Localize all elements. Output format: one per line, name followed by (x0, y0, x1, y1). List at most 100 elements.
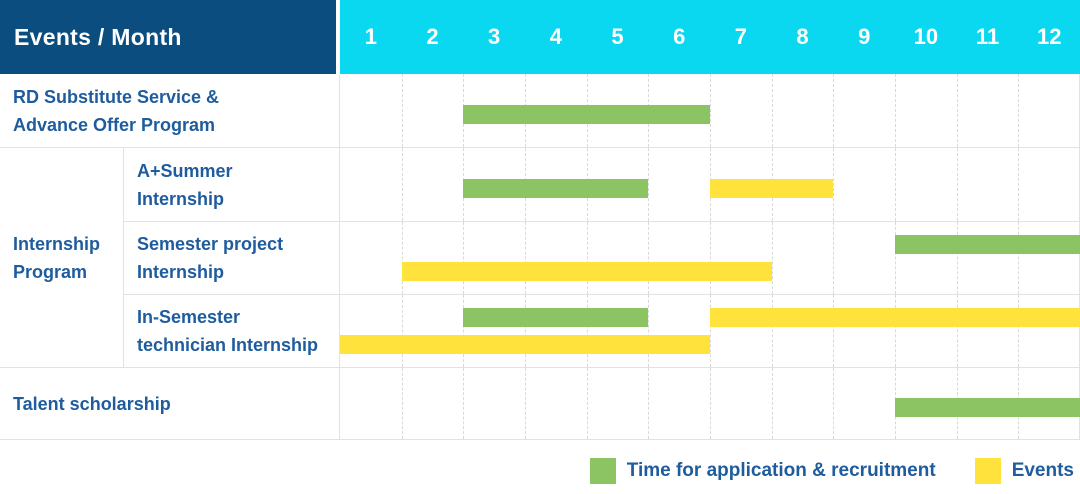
recruitment-legend-label: Time for application & recruitment (626, 460, 936, 481)
months-header: 1 2 3 4 5 6 7 8 9 10 11 12 (340, 0, 1080, 74)
grid-cell (771, 368, 834, 439)
grid-cell (586, 368, 649, 439)
grid-cell (525, 295, 587, 367)
grid-cell (895, 222, 957, 294)
group-label-line: Internship (13, 233, 101, 254)
month-header-4: 4 (549, 24, 562, 49)
grid-cell (648, 368, 710, 439)
grid-cell (463, 222, 525, 294)
month-header-1: 1 (364, 24, 377, 49)
grid-cell (1018, 74, 1080, 147)
row-label: In-Semester technician Internship (124, 295, 340, 367)
grid-cell (771, 295, 834, 367)
month-header-10: 10 (913, 24, 939, 49)
grid-cell (956, 295, 1019, 367)
grid-cell (525, 222, 587, 294)
recruitment-bar (463, 179, 649, 198)
grid-cell (710, 295, 772, 367)
month-header-6: 6 (673, 24, 686, 49)
grid-cell (771, 222, 834, 294)
grid-cell (833, 222, 895, 294)
group-label-line: Program (13, 261, 88, 282)
grid-cell (895, 295, 957, 367)
recruitment-bar (895, 398, 1080, 417)
grid-cell (340, 295, 402, 367)
grid-cell (340, 74, 402, 147)
grid-cell (710, 222, 772, 294)
grid-cell (401, 74, 464, 147)
row-label-line: RD Substitute Service & (13, 86, 220, 107)
grid-cell (833, 74, 895, 147)
gantt-row: Talent scholarship (0, 368, 1080, 440)
grid-cell (956, 222, 1019, 294)
grid-cell (833, 368, 895, 439)
grid-cell (401, 295, 464, 367)
grid-cell (463, 368, 525, 439)
gantt-row: Semester project Internship (124, 222, 1080, 295)
grid-cell (895, 74, 957, 147)
event-bar (340, 335, 710, 354)
grid-cell (833, 148, 895, 221)
month-header-3: 3 (488, 24, 501, 49)
month-header-2: 2 (426, 24, 439, 49)
grid-cell (586, 295, 649, 367)
grid-cell (648, 295, 710, 367)
grid-cell (771, 74, 834, 147)
events-month-title: Events / Month (14, 23, 182, 50)
row-label-line: Advance Offer Program (13, 114, 216, 135)
grid-cell (1018, 222, 1080, 294)
grid-cell (340, 222, 402, 294)
row-label-line: technician Internship (137, 335, 319, 355)
event-bar (710, 179, 834, 198)
recruitment-legend-swatch (589, 458, 616, 484)
grid-cell (463, 295, 525, 367)
grid-cell (1018, 148, 1080, 221)
event-legend-swatch (974, 458, 1001, 484)
grid-cell (525, 368, 587, 439)
grid-cell (1018, 295, 1080, 367)
grid-cell (648, 148, 710, 221)
group-cell-internship-program: Internship Program (0, 148, 124, 368)
grid-cell (401, 148, 464, 221)
grid-cell (710, 74, 772, 147)
grid-cell (340, 148, 402, 221)
month-header-8: 8 (796, 24, 809, 49)
grid-cell (340, 368, 402, 439)
row-label-line: A+Summer (137, 160, 233, 181)
row-label: Talent scholarship (0, 368, 340, 439)
month-header-12: 12 (1036, 24, 1062, 49)
event-bar (710, 308, 1080, 327)
month-header-5: 5 (611, 24, 624, 49)
grid-cell (956, 148, 1019, 221)
row-label-line: Internship (137, 262, 225, 282)
grid-cell (401, 222, 464, 294)
grid-cell (648, 222, 710, 294)
recruitment-bar (463, 105, 710, 124)
grid-cell (401, 368, 464, 439)
grid-cell (956, 74, 1019, 147)
row-label: A+Summer Internship (124, 148, 340, 221)
legend: Time for application & recruitment Event… (0, 440, 1074, 494)
recruitment-bar (895, 235, 1080, 254)
row-label-line: Semester project (137, 234, 284, 254)
event-legend-label: Events (1011, 460, 1074, 481)
grid-cell (710, 368, 772, 439)
row-label-line: Talent scholarship (13, 393, 171, 414)
month-header-9: 9 (858, 24, 871, 49)
gantt-row: In-Semester technician Internship (124, 295, 1080, 368)
row-label: Semester project Internship (124, 222, 340, 294)
gantt-row: A+Summer Internship (124, 148, 1080, 222)
month-header-7: 7 (734, 24, 747, 49)
events-month-header-cell: Events / Month (0, 0, 336, 74)
recruitment-bar (463, 308, 649, 327)
row-label-line: Internship (137, 188, 225, 209)
grid-cell (833, 295, 895, 367)
gantt-body: RD Substitute Service & Advance Offer Pro… (0, 74, 1080, 440)
row-label: RD Substitute Service & Advance Offer Pro… (0, 74, 340, 147)
event-bar (401, 262, 772, 281)
row-label-line: In-Semester (137, 307, 241, 327)
gantt-row: RD Substitute Service & Advance Offer Pro… (0, 74, 1080, 148)
grid-cell (586, 222, 649, 294)
grid-cell (895, 148, 957, 221)
